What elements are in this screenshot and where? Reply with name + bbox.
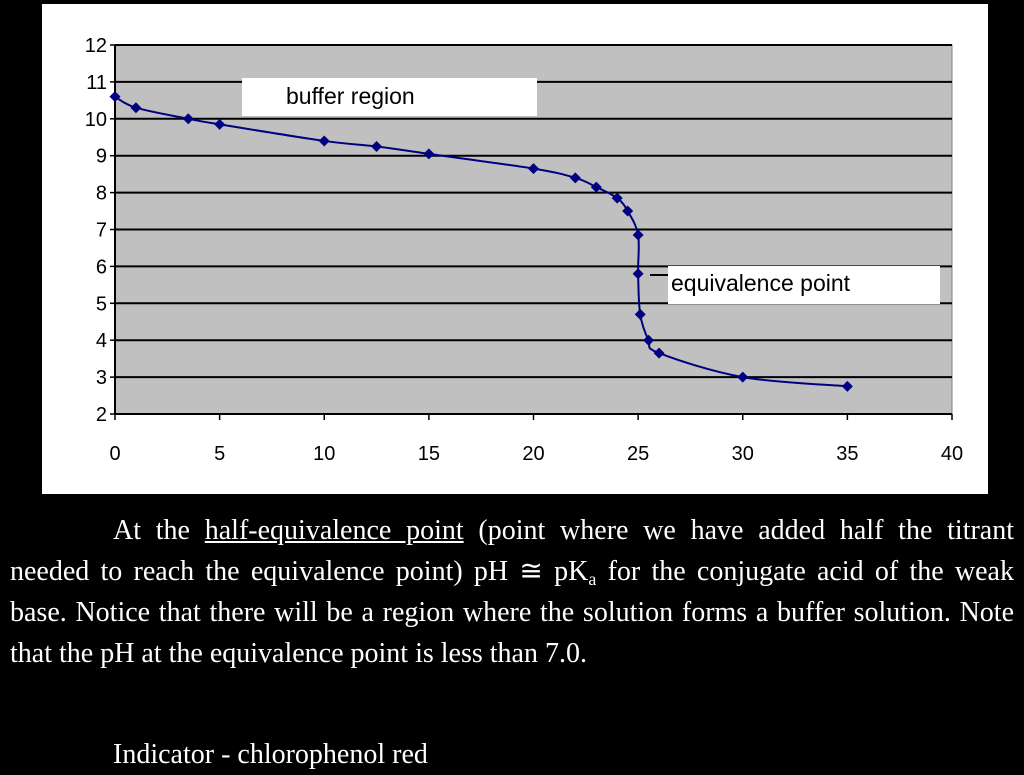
data-point-15 bbox=[643, 334, 655, 346]
half-equivalence-link-text: half-equivalence point bbox=[204, 515, 464, 546]
explanation-paragraph: At the half-equivalence point (point whe… bbox=[10, 510, 1014, 674]
pka-subscript: a bbox=[588, 569, 597, 589]
y-tick-label-12: 12 bbox=[85, 35, 107, 57]
indicator-line: Indicator - chlorophenol red bbox=[113, 739, 428, 770]
y-tick-label-11: 11 bbox=[86, 72, 107, 94]
data-point-5 bbox=[371, 140, 383, 152]
titration-chart: 2 3 4 5 6 7 8 9 10 11 12 0 5 10 15 20 25 30 35 40 buffer re… bbox=[85, 35, 963, 465]
data-point-8 bbox=[569, 172, 581, 184]
data-point-14 bbox=[634, 308, 646, 320]
data-point-7 bbox=[528, 163, 539, 175]
y-tick-label-8: 8 bbox=[96, 183, 107, 205]
x-tick-label-5: 5 bbox=[214, 443, 225, 465]
data-point-12 bbox=[632, 229, 644, 241]
equivalence-point-box bbox=[668, 266, 940, 304]
para-text-3: for the conjugate acid of the weak base.… bbox=[10, 556, 1014, 669]
x-tick-label-25: 25 bbox=[627, 443, 649, 465]
x-tick-label-20: 20 bbox=[522, 443, 544, 465]
y-tick-label-9: 9 bbox=[96, 146, 107, 168]
x-tick-label-0: 0 bbox=[109, 443, 120, 465]
data-point-9 bbox=[590, 181, 602, 193]
equivalence-point-label: equivalence point bbox=[671, 270, 851, 296]
data-point-4 bbox=[318, 135, 330, 147]
y-tick-label-3: 3 bbox=[96, 367, 107, 389]
x-tick-label-30: 30 bbox=[732, 443, 754, 465]
y-tick-label-2: 2 bbox=[96, 404, 107, 426]
data-point-11 bbox=[622, 205, 634, 217]
data-point-2 bbox=[182, 113, 194, 125]
data-point-3 bbox=[214, 118, 226, 130]
y-tick-label-5: 5 bbox=[96, 293, 107, 315]
buffer-region-box bbox=[242, 78, 537, 116]
y-tick-label-7: 7 bbox=[96, 220, 107, 242]
data-point-10 bbox=[611, 192, 623, 204]
x-tick-label-40: 40 bbox=[941, 443, 963, 465]
x-tick-label-35: 35 bbox=[836, 443, 858, 465]
data-point-17 bbox=[737, 371, 749, 383]
y-tick-label-6: 6 bbox=[96, 256, 107, 278]
data-point-6 bbox=[423, 148, 435, 160]
y-tick-label-4: 4 bbox=[96, 330, 107, 352]
para-text-1: At the bbox=[113, 515, 205, 546]
x-tick-label-10: 10 bbox=[313, 443, 335, 465]
chart-panel: 2 3 4 5 6 7 8 9 10 11 12 0 5 10 15 20 25 30 35 40 buffer re… bbox=[42, 4, 988, 494]
x-tick-label-15: 15 bbox=[418, 443, 440, 465]
y-tick-label-10: 10 bbox=[85, 109, 107, 131]
data-point-0 bbox=[109, 91, 121, 103]
data-point-18 bbox=[841, 380, 853, 392]
data-point-16 bbox=[653, 347, 665, 359]
buffer-region-label: buffer region bbox=[286, 83, 415, 109]
data-point-1 bbox=[130, 102, 142, 114]
data-point-13 bbox=[632, 268, 644, 280]
para-text-2: (point where we have added half the titr… bbox=[10, 515, 1015, 587]
